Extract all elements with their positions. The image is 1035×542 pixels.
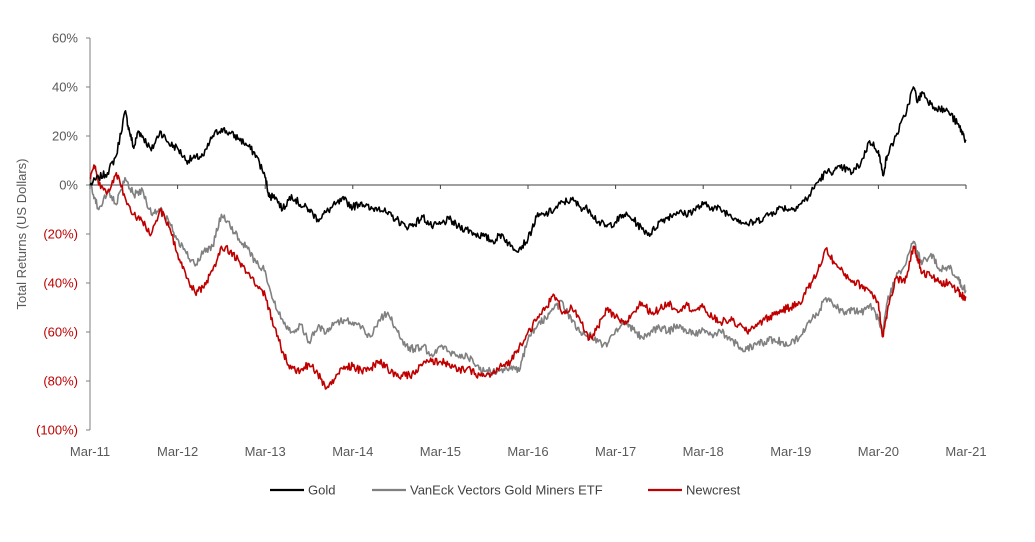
x-tick-label: Mar-15 <box>420 444 461 459</box>
legend-label: Gold <box>308 483 335 498</box>
x-tick-label: Mar-11 <box>70 444 110 459</box>
axes <box>86 37 967 431</box>
legend: Gold VanEck Vectors Gold Miners ETF Newcre… <box>270 483 741 498</box>
legend-label: VanEck Vectors Gold Miners ETF <box>410 483 603 498</box>
y-tick-label: 0% <box>59 178 78 193</box>
x-tick-labels: Mar-11 Mar-12 Mar-13 Mar-14 Mar-15 Mar-16 Mar-… <box>70 444 987 459</box>
x-tick-label: Mar-17 <box>595 444 636 459</box>
y-tick-label: (80%) <box>43 374 78 389</box>
x-tick-label: Mar-19 <box>770 444 811 459</box>
y-tick-label: 60% <box>52 31 78 46</box>
y-tick-labels: 60% 40% 20% 0% (20%) (40%) (60%) (80%) (100%) <box>36 31 78 438</box>
y-axis-title: Total Returns (US Dollars) <box>14 159 29 310</box>
y-tick-label: (100%) <box>36 423 78 438</box>
y-tick-label: 20% <box>52 129 78 144</box>
x-tick-label: Mar-21 <box>945 444 986 459</box>
series-line-newcrest <box>89 164 967 390</box>
x-tick-label: Mar-16 <box>507 444 548 459</box>
series-line-vaneck-vectors-gold-miners-etf <box>89 176 967 376</box>
y-tick-label: (40%) <box>43 276 78 291</box>
x-tick-label: Mar-18 <box>683 444 724 459</box>
y-tick-label: (60%) <box>43 325 78 340</box>
x-tick-label: Mar-20 <box>858 444 899 459</box>
x-tick-label: Mar-12 <box>157 444 198 459</box>
y-tick-label: (20%) <box>43 227 78 242</box>
y-tick-label: 40% <box>52 80 78 95</box>
legend-label: Newcrest <box>686 483 741 498</box>
x-tick-label: Mar-13 <box>245 444 286 459</box>
series-lines <box>89 86 967 390</box>
x-tick-label: Mar-14 <box>332 444 373 459</box>
series-line-gold <box>89 86 967 253</box>
